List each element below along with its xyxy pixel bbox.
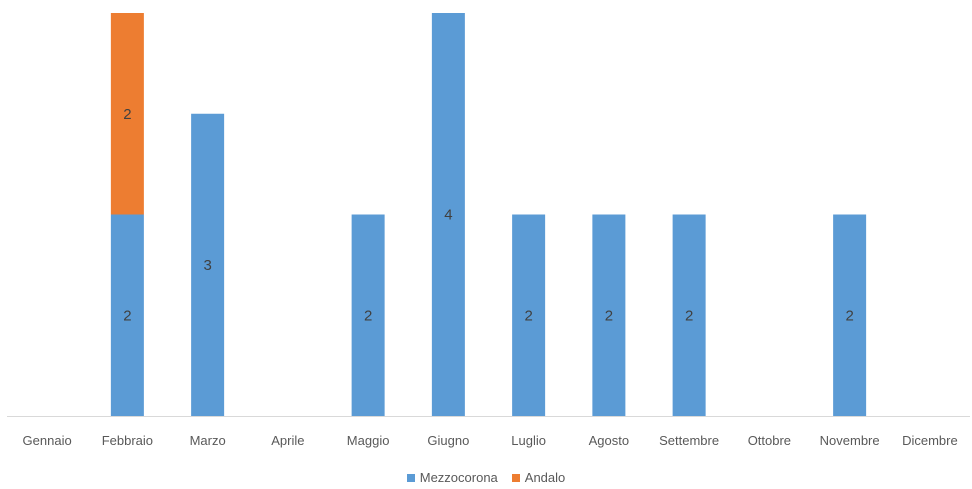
x-tick-labels-group: Gennaio Febbraio Marzo Aprile Maggio Giugno Lu… [23,433,958,448]
data-label-mezzocorona-maggio: 2 [364,307,372,324]
bar-mezzocorona-novembre [833,214,867,416]
x-tick-label-giugno: Giugno [427,433,469,448]
data-label-mezzocorona-luglio: 2 [524,307,532,324]
bar-mezzocorona-luglio [512,214,546,416]
data-label-mezzocorona-agosto: 2 [605,307,613,324]
bar-mezzocorona-febbraio [110,214,144,416]
data-labels-group: 2 2 3 2 4 2 2 2 2 [123,106,854,325]
x-tick-label-agosto: Agosto [589,433,629,448]
bars-group [110,13,867,416]
data-label-mezzocorona-marzo: 3 [203,257,211,274]
legend-item-mezzocorona: Mezzocorona [406,470,498,485]
legend: Mezzocorona Andalo [0,470,972,485]
x-tick-label-ottobre: Ottobre [748,433,791,448]
bar-mezzocorona-agosto [592,214,626,416]
data-label-andalo-febbraio: 2 [123,106,131,123]
x-tick-label-gennaio: Gennaio [23,433,72,448]
data-label-mezzocorona-novembre: 2 [845,307,853,324]
x-tick-label-marzo: Marzo [190,433,226,448]
legend-label-mezzocorona: Mezzocorona [419,470,498,485]
data-label-mezzocorona-settembre: 2 [685,307,693,324]
legend-label-andalo: Andalo [524,470,566,485]
x-tick-label-dicembre: Dicembre [902,433,958,448]
x-tick-label-settembre: Settembre [659,433,719,448]
data-label-mezzocorona-giugno: 4 [444,207,452,224]
bar-mezzocorona-marzo [191,113,225,416]
bar-andalo-febbraio [110,13,144,215]
legend-item-andalo: Andalo [511,470,566,485]
bar-mezzocorona-giugno [431,13,465,416]
x-tick-label-febbraio: Febbraio [102,433,153,448]
bar-mezzocorona-maggio [351,214,385,416]
x-tick-label-novembre: Novembre [820,433,880,448]
x-tick-label-aprile: Aprile [271,433,304,448]
bar-mezzocorona-settembre [672,214,706,416]
legend-swatch-mezzocorona [406,473,415,482]
x-tick-label-luglio: Luglio [511,433,546,448]
x-tick-label-maggio: Maggio [347,433,390,448]
legend-swatch-andalo [511,473,520,482]
data-label-mezzocorona-febbraio: 2 [123,307,131,324]
